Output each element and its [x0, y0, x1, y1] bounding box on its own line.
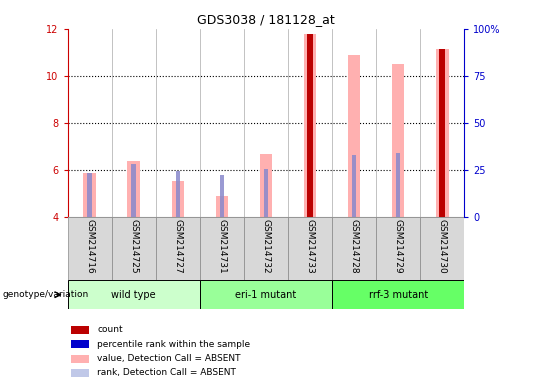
- Text: GSM214716: GSM214716: [85, 219, 94, 274]
- Bar: [176, 170, 180, 217]
- Text: eri-1 mutant: eri-1 mutant: [235, 290, 296, 300]
- Text: wild type: wild type: [111, 290, 156, 300]
- Bar: [308, 149, 312, 217]
- Bar: [71, 369, 89, 377]
- Bar: [220, 175, 224, 217]
- Bar: [396, 153, 401, 217]
- Bar: [156, 217, 200, 280]
- Text: value, Detection Call = ABSENT: value, Detection Call = ABSENT: [97, 354, 241, 363]
- Bar: [420, 217, 464, 280]
- Title: GDS3038 / 181128_at: GDS3038 / 181128_at: [197, 13, 335, 26]
- Bar: [87, 173, 92, 217]
- Text: GSM214731: GSM214731: [217, 219, 226, 274]
- Bar: [200, 217, 244, 280]
- Bar: [200, 280, 332, 309]
- Bar: [244, 217, 288, 280]
- Bar: [440, 152, 444, 217]
- Text: GSM214730: GSM214730: [438, 219, 447, 274]
- Bar: [71, 326, 89, 334]
- Bar: [260, 154, 272, 217]
- Bar: [304, 34, 316, 217]
- Bar: [68, 217, 112, 280]
- Bar: [440, 49, 445, 217]
- Bar: [83, 173, 96, 217]
- Bar: [332, 280, 464, 309]
- Bar: [215, 196, 228, 217]
- Text: rank, Detection Call = ABSENT: rank, Detection Call = ABSENT: [97, 369, 236, 377]
- Bar: [348, 55, 360, 217]
- Bar: [127, 161, 140, 217]
- Bar: [288, 217, 332, 280]
- Bar: [71, 340, 89, 348]
- Text: rrf-3 mutant: rrf-3 mutant: [369, 290, 428, 300]
- Bar: [436, 49, 449, 217]
- Bar: [352, 156, 356, 217]
- Text: GSM214732: GSM214732: [261, 219, 271, 273]
- Bar: [332, 217, 376, 280]
- Text: GSM214727: GSM214727: [173, 219, 183, 273]
- Bar: [392, 64, 404, 217]
- Text: count: count: [97, 325, 123, 334]
- Text: GSM214733: GSM214733: [306, 219, 314, 274]
- Bar: [376, 217, 420, 280]
- Text: percentile rank within the sample: percentile rank within the sample: [97, 340, 251, 349]
- Text: GSM214729: GSM214729: [394, 219, 403, 273]
- Bar: [68, 280, 200, 309]
- Bar: [131, 164, 136, 217]
- Bar: [112, 217, 156, 280]
- Text: GSM214725: GSM214725: [129, 219, 138, 273]
- Bar: [264, 169, 268, 217]
- Bar: [71, 354, 89, 362]
- Bar: [307, 34, 313, 217]
- Text: genotype/variation: genotype/variation: [3, 290, 89, 299]
- Bar: [172, 180, 184, 217]
- Text: GSM214728: GSM214728: [350, 219, 359, 273]
